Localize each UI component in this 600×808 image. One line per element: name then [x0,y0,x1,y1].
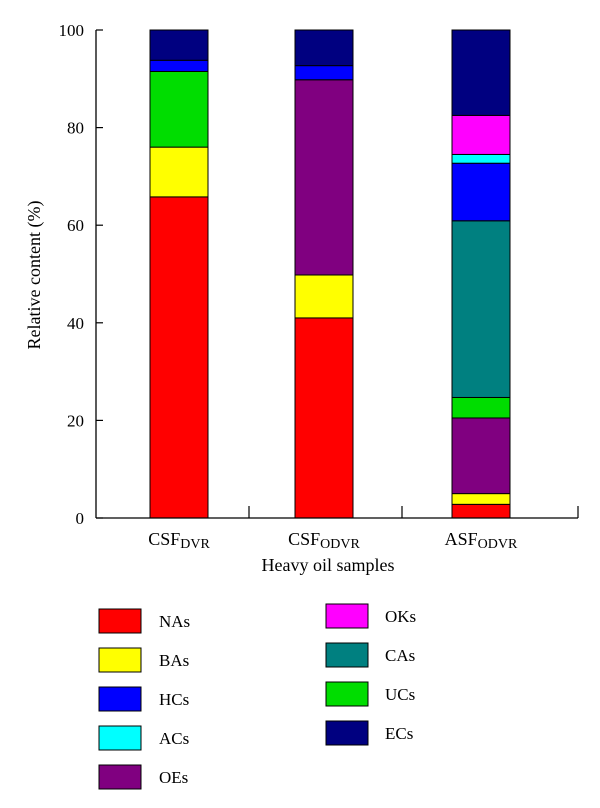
bar-segment-bas [294,274,354,319]
bar-segment-hcs [451,162,511,222]
bar-segment-nas [451,503,511,519]
bar-segment-ecs [294,29,354,67]
x-axis: CSFDVR CSFODVR ASFODVR [96,506,579,552]
legend-swatch [325,603,369,629]
legend-swatch [325,642,369,668]
bar-segment-ucs [451,396,511,419]
legend-item-oes: OEs [98,764,188,790]
y-tick-label: 100 [59,21,85,40]
bar-segment-oes [451,417,511,495]
bar-stack [149,29,209,519]
bar-segment-oes [294,79,354,276]
legend-label: BAs [159,651,189,670]
legend-swatch [98,725,142,751]
bar-segment-nas [294,317,354,519]
y-tick-label: 40 [67,314,84,333]
bar-segment-bas [149,146,209,198]
legend-label: HCs [159,690,189,709]
legend-item-bas: BAs [98,647,189,673]
y-tick-label: 80 [67,119,84,138]
bar-stack [451,29,511,519]
legend-swatch [98,686,142,712]
bar-segment-ucs [149,70,209,148]
legend-label: NAs [159,612,190,631]
x-axis-title: Heavy oil samples [262,555,395,575]
legend: NAs BAs HCs ACs OEs OKs CAs UCs ECs [98,603,416,790]
legend-label: ACs [159,729,189,748]
y-tick-label: 60 [67,216,84,235]
legend-item-hcs: HCs [98,686,189,712]
legend-swatch [325,720,369,746]
bar-segment-bas [451,493,511,505]
x-category-label: ASFODVR [445,529,518,552]
x-category-label: CSFODVR [288,529,360,552]
bar-segment-cas [451,220,511,398]
plot-area [149,29,511,519]
bar-stack [294,29,354,519]
bar-segment-hcs [149,59,209,72]
bar-segment-nas [149,196,209,519]
legend-item-ecs: ECs [325,720,413,746]
bar-segment-acs [451,153,511,164]
bar-segment-oks [451,114,511,155]
y-tick-label: 20 [67,411,84,430]
legend-swatch [98,647,142,673]
y-axis-title: Relative content (%) [24,201,45,350]
legend-item-nas: NAs [98,608,190,634]
legend-label: CAs [385,646,415,665]
x-category-label: CSFDVR [148,529,210,552]
bar-segment-ecs [451,29,511,116]
y-axis: 0 20 40 60 80 100 [59,21,103,528]
legend-item-oks: OKs [325,603,416,629]
legend-label: OKs [385,607,416,626]
bar-segment-hcs [294,65,354,81]
legend-swatch [98,764,142,790]
legend-item-cas: CAs [325,642,415,668]
legend-label: ECs [385,724,413,743]
y-tick-label: 0 [76,509,85,528]
bar-segment-ecs [149,29,209,61]
legend-label: UCs [385,685,415,704]
legend-swatch [325,681,369,707]
legend-label: OEs [159,768,188,787]
legend-swatch [98,608,142,634]
legend-item-ucs: UCs [325,681,415,707]
legend-item-acs: ACs [98,725,189,751]
